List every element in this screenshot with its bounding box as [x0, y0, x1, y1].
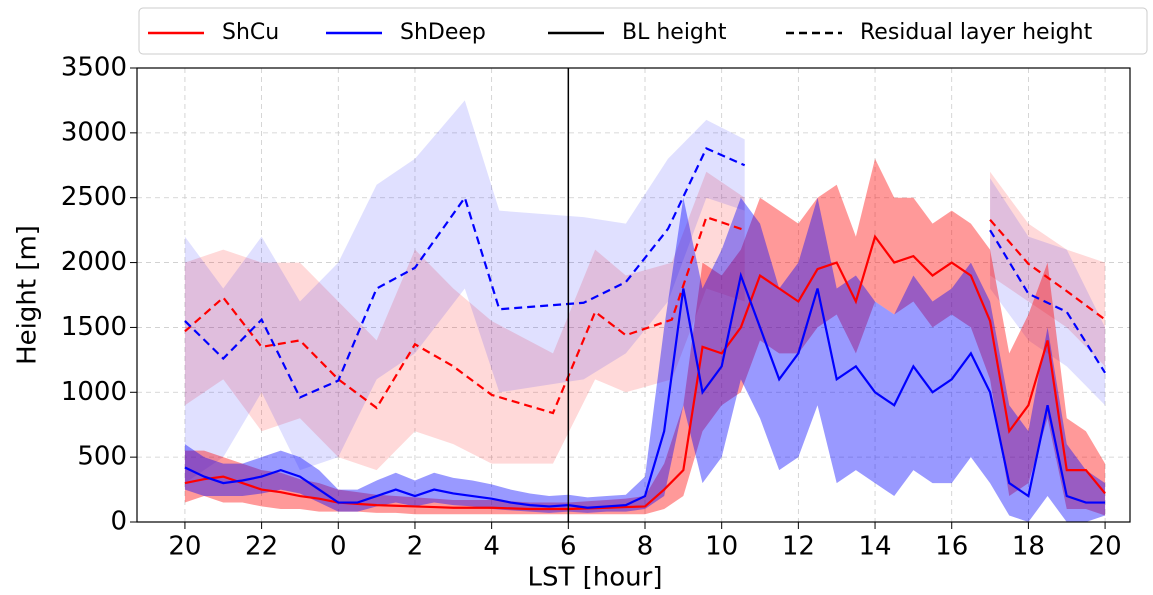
line: [184, 146, 746, 399]
x-tick-label: 4: [483, 532, 500, 562]
x-tick-label: 6: [560, 532, 577, 562]
band: [184, 197, 1106, 522]
y-tick-label: 1000: [61, 377, 127, 407]
line: [989, 219, 1106, 321]
plot-area: [137, 67, 1130, 523]
line: [989, 229, 1107, 374]
y-tick-label: 3000: [61, 117, 127, 147]
legend-label: ShCu: [222, 20, 279, 45]
line: [184, 215, 746, 415]
band: [990, 171, 1106, 367]
x-tick-label: 8: [637, 532, 654, 562]
x-tick-label: 0: [330, 532, 347, 562]
x-tick-label: 22: [245, 532, 278, 562]
legend-label: ShDeep: [400, 20, 486, 45]
y-tick-label: 2000: [61, 247, 127, 277]
y-tick-label: 0: [110, 507, 127, 537]
x-tick-label: 10: [705, 532, 738, 562]
band: [184, 171, 745, 471]
y-tick-label: 500: [77, 442, 127, 472]
x-tick-label: 16: [935, 532, 968, 562]
x-tick-label: 20: [1089, 532, 1122, 562]
y-tick-label: 1500: [61, 312, 127, 342]
x-tick-label: 14: [858, 532, 891, 562]
x-tick-label: 12: [782, 532, 815, 562]
y-tick-label: 2500: [61, 182, 127, 212]
line: [184, 271, 1106, 509]
band: [184, 158, 1106, 516]
legend-label: Residual layer height: [860, 20, 1093, 45]
x-tick-label: 18: [1012, 532, 1045, 562]
axes-frame: [136, 67, 1131, 523]
y-tick-label: 3500: [61, 53, 127, 83]
y-axis-label: Height [m]: [13, 225, 43, 365]
legend-box: [138, 7, 1148, 55]
x-tick-label: 20: [168, 532, 201, 562]
band: [990, 178, 1106, 406]
legend-label: BL height: [622, 20, 727, 45]
x-axis-label: LST [hour]: [528, 563, 663, 593]
x-tick-label: 2: [407, 532, 424, 562]
